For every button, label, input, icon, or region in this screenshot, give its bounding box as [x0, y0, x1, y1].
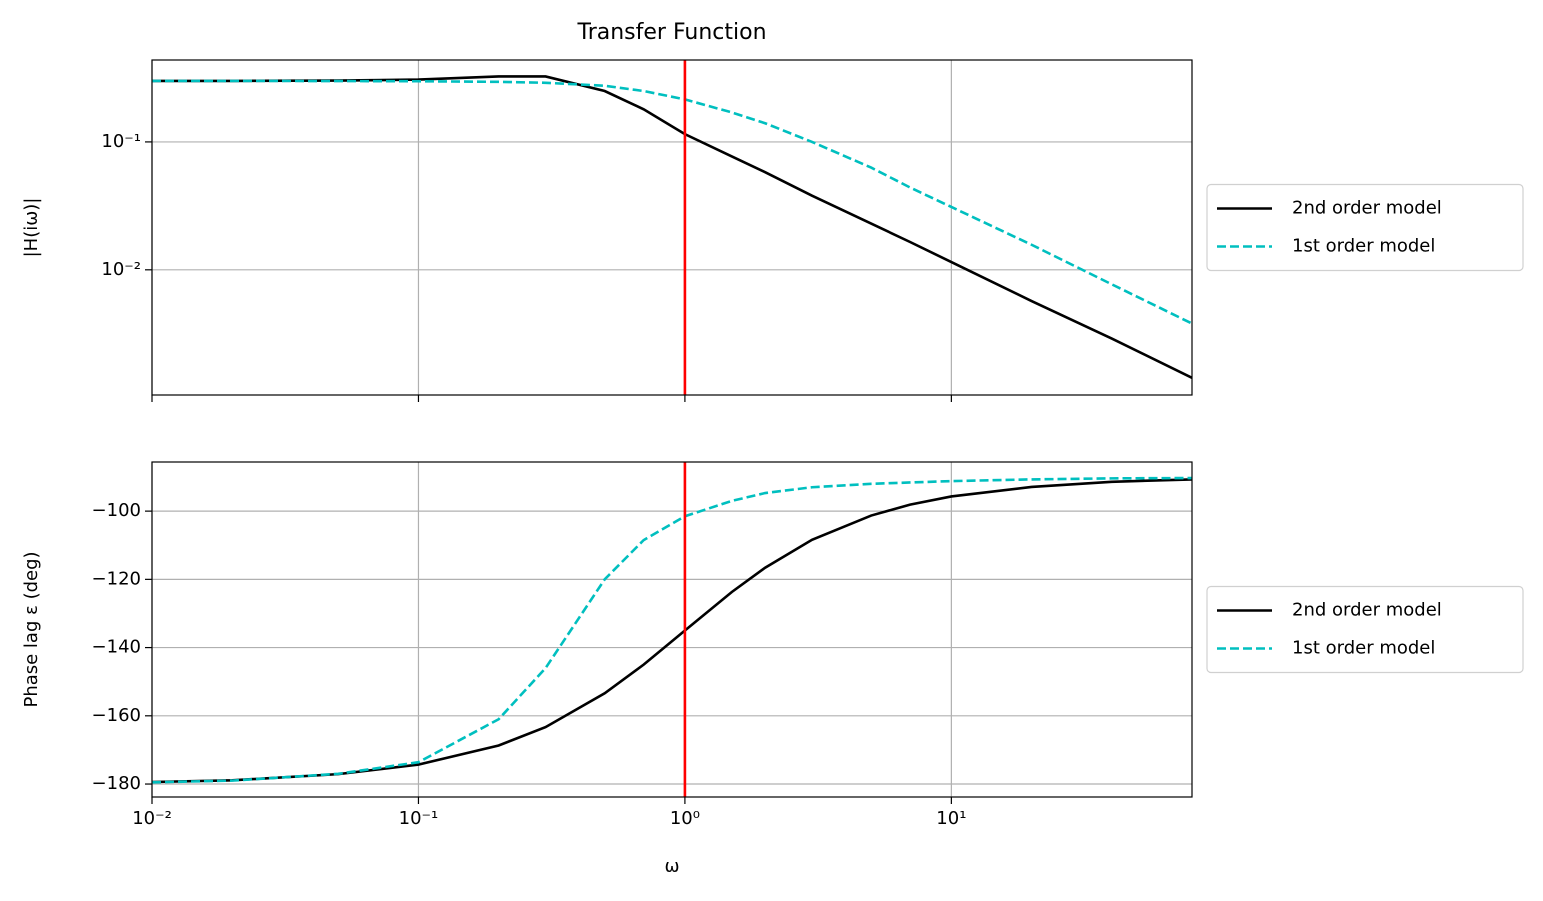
series-line — [152, 478, 1192, 784]
y-tick-label: 10⁻¹ — [101, 131, 141, 152]
y-tick-label: −180 — [92, 773, 141, 794]
y-tick-label: −100 — [92, 500, 141, 521]
legend-box — [1206, 183, 1524, 272]
axes-frame — [151, 59, 1193, 396]
legend-box — [1206, 585, 1524, 674]
x-tick-label: 10⁻² — [132, 808, 172, 829]
series-line — [152, 476, 1192, 784]
legend-label: 2nd order model — [1292, 600, 1442, 621]
y-tick-label: −160 — [92, 705, 141, 726]
y-tick-label: 10⁻² — [101, 259, 141, 280]
axes-frame — [151, 461, 1193, 798]
legend-label: 2nd order model — [1292, 198, 1442, 219]
chart-title: Transfer Function — [576, 20, 766, 45]
y-axis-label: Phase lag ε (deg) — [21, 551, 42, 707]
x-axis-label: ω — [664, 856, 679, 877]
y-axis-label: |H(iω)| — [21, 198, 42, 258]
legend-label: 1st order model — [1292, 236, 1435, 257]
y-tick-label: −120 — [92, 568, 141, 589]
x-tick-label: 10⁻¹ — [399, 808, 439, 829]
series-line — [152, 79, 1192, 325]
x-tick-label: 10⁰ — [670, 808, 700, 829]
x-tick-label: 10¹ — [936, 808, 966, 829]
series-line — [152, 75, 1192, 380]
y-tick-label: −140 — [92, 637, 141, 658]
legend-label: 1st order model — [1292, 638, 1435, 659]
